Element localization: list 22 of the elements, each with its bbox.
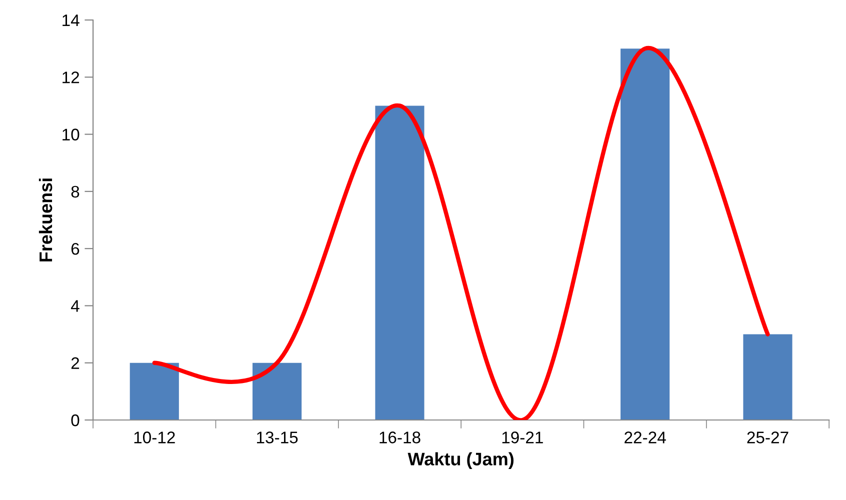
x-tick-label: 19-21 xyxy=(502,432,543,444)
y-tick-label: 4 xyxy=(70,300,80,312)
x-tick-label: 22-24 xyxy=(624,432,666,444)
x-tick-label: 13-15 xyxy=(257,432,298,444)
y-tick-label: 2 xyxy=(71,357,80,369)
y-tick-label: 6 xyxy=(71,242,80,255)
bar xyxy=(252,362,302,420)
bar xyxy=(620,48,670,420)
bar xyxy=(130,362,179,420)
x-tick-label: 10-12 xyxy=(134,432,175,444)
x-tick-label: 25-27 xyxy=(747,432,788,444)
bar xyxy=(743,334,792,420)
line-series xyxy=(152,46,770,420)
y-tick-label: 0 xyxy=(71,414,80,426)
y-tick-label: 10 xyxy=(62,128,80,140)
bar xyxy=(375,106,424,420)
x-axis-title: Waktu (Jam) xyxy=(408,452,514,470)
y-tick-label: 12 xyxy=(62,72,80,84)
y-tick-label: 8 xyxy=(71,186,80,198)
y-tick-label: 14 xyxy=(62,14,80,26)
x-tick-label: 16-18 xyxy=(380,432,420,444)
y-axis-title: Frekuensi xyxy=(38,178,52,262)
